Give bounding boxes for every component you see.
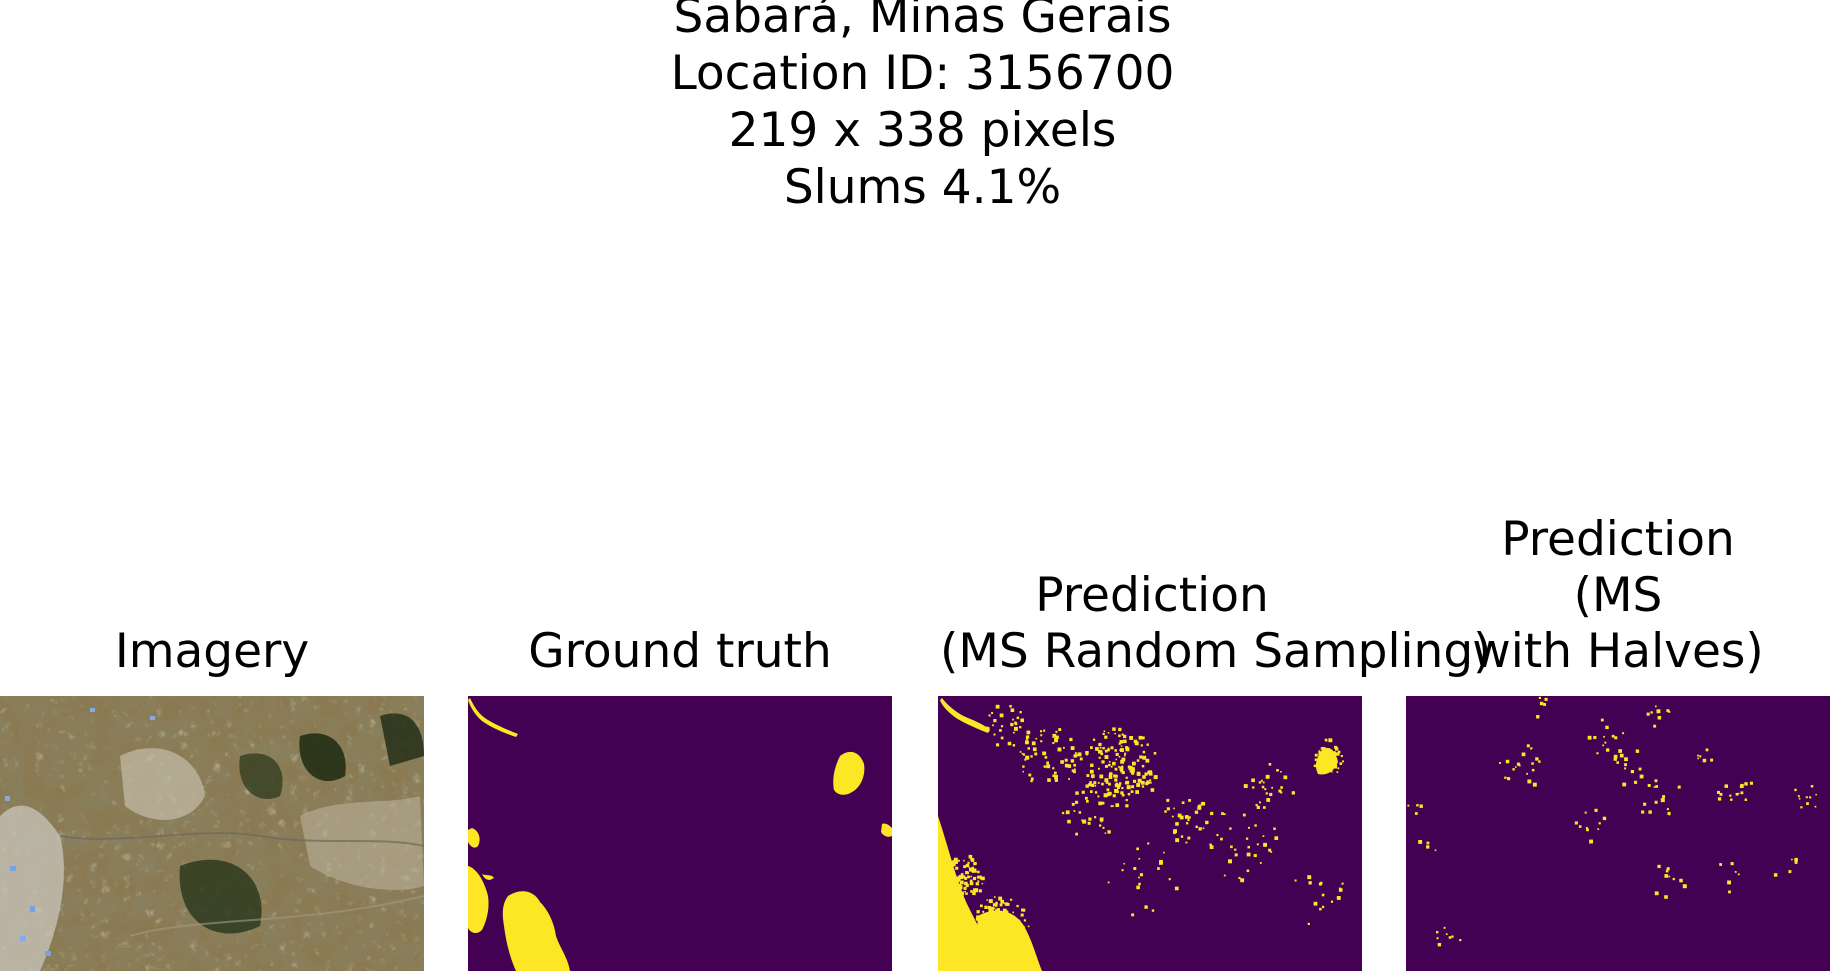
panel-title-ground-truth: Ground truth xyxy=(468,624,892,680)
panel-title-imagery-line: Imagery xyxy=(0,624,424,680)
panel-title-prediction-halves: Prediction (MS with Halves) xyxy=(1406,512,1830,680)
figure-title: Sabará, Minas Gerais Location ID: 315670… xyxy=(0,0,1830,216)
panel-title-prediction-halves-line-2: (MS xyxy=(1406,568,1830,624)
prediction-halves-mask xyxy=(1406,696,1830,971)
prediction-random-mask xyxy=(938,696,1362,971)
panel-title-prediction-halves-line-3: with Halves) xyxy=(1406,624,1830,680)
prediction-random-panel xyxy=(938,696,1362,971)
title-line-slum-percentage: Slums 4.1% xyxy=(0,159,1830,216)
prediction-halves-panel xyxy=(1406,696,1830,971)
panel-title-prediction-random-line-2: (MS Random Sampling) xyxy=(940,624,1364,680)
background-class-area xyxy=(1406,696,1830,971)
title-line-location-id: Location ID: 3156700 xyxy=(0,45,1830,102)
panel-title-prediction-random: Prediction (MS Random Sampling) xyxy=(940,568,1364,680)
ground-truth-mask xyxy=(468,696,892,971)
panel-title-imagery: Imagery xyxy=(0,624,424,680)
panel-title-prediction-halves-line-1: Prediction xyxy=(1406,512,1830,568)
title-line-dimensions: 219 x 338 pixels xyxy=(0,102,1830,159)
title-line-city: Sabará, Minas Gerais xyxy=(0,0,1830,45)
satellite-image xyxy=(0,696,424,971)
panel-title-ground-truth-line: Ground truth xyxy=(468,624,892,680)
imagery-panel xyxy=(0,696,424,971)
ground-truth-panel xyxy=(468,696,892,971)
panel-title-prediction-random-line-1: Prediction xyxy=(940,568,1364,624)
